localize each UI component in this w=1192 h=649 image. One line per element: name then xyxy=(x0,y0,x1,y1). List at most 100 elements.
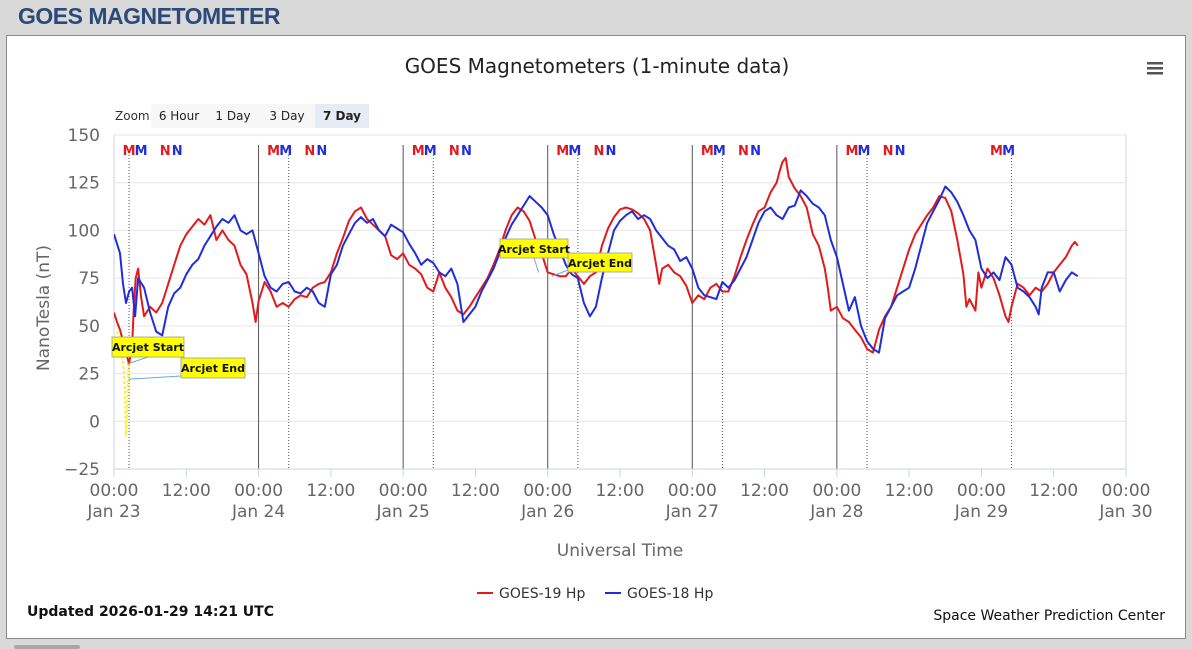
page-header: GOES MAGNETOMETER xyxy=(0,0,1192,35)
event-marker-n: N xyxy=(593,144,604,159)
chart-title: GOES Magnetometers (1-minute data) xyxy=(405,54,790,78)
annotation-label: Arcjet End xyxy=(568,257,632,270)
event-marker-m: M xyxy=(845,144,858,159)
series-line-goes-18-hp xyxy=(114,185,1079,354)
y-tick-label: −25 xyxy=(64,460,100,480)
annotation-connector xyxy=(551,269,569,277)
annotation-box xyxy=(111,336,185,358)
hamburger-menu-icon xyxy=(1147,62,1163,75)
zoom-button-1-day[interactable]: 1 Day xyxy=(207,104,259,128)
legend-label: GOES-19 Hp xyxy=(499,586,585,602)
zoom-button-bg xyxy=(259,104,315,128)
menu-button[interactable] xyxy=(1143,56,1167,78)
zoom-label: Zoom xyxy=(115,109,150,123)
x-tick-time-label: 12:00 xyxy=(740,481,789,501)
event-marker-m: M xyxy=(135,144,148,159)
plot-frame xyxy=(113,134,1127,470)
event-marker-m: M xyxy=(556,144,569,159)
x-tick-date-label: Jan 28 xyxy=(809,502,863,522)
bottom-strip xyxy=(0,639,1192,649)
event-marker-n: N xyxy=(449,144,460,159)
x-tick-time-label: 00:00 xyxy=(1102,481,1151,501)
annotation-arcjet-start: Arcjet Start xyxy=(111,336,185,365)
x-tick-date-label: Jan 29 xyxy=(954,502,1008,522)
x-tick-time-label: 00:00 xyxy=(379,481,428,501)
event-marker-m: M xyxy=(857,144,870,159)
event-marker-m: M xyxy=(123,144,136,159)
legend-item-goes-19-hp[interactable]: GOES-19 Hp xyxy=(477,586,585,602)
annotation-arcjet-end: Arcjet End xyxy=(128,357,246,380)
event-marker-n: N xyxy=(750,144,761,159)
x-tick-date-label: Jan 25 xyxy=(376,502,430,522)
event-marker-m: M xyxy=(424,144,437,159)
annotation-connector xyxy=(127,356,149,365)
legend-item-goes-18-hp[interactable]: GOES-18 Hp xyxy=(605,586,713,602)
event-marker-m: M xyxy=(990,144,1003,159)
annotation-box xyxy=(499,238,569,259)
event-marker-n: N xyxy=(316,144,327,159)
y-tick-label: 25 xyxy=(78,365,100,385)
y-axis-title: NanoTesla (nT) xyxy=(34,245,54,371)
y-tick-label: 150 xyxy=(68,126,100,146)
event-marker-m: M xyxy=(568,144,581,159)
zoom-button-label: 6 Hour xyxy=(159,109,199,123)
event-marker-n: N xyxy=(461,144,472,159)
zoom-button-label: 3 Day xyxy=(269,109,304,123)
x-tick-time-label: 12:00 xyxy=(162,481,211,501)
y-tick-label: 75 xyxy=(78,269,100,289)
horizontal-scrollbar[interactable] xyxy=(14,645,80,649)
x-tick-date-label: Jan 26 xyxy=(520,502,574,522)
annotation-connector xyxy=(533,257,540,273)
x-tick-time-label: 12:00 xyxy=(451,481,500,501)
zoom-bar: Zoom 6 Hour 1 Day 3 Day 7 Day xyxy=(115,104,369,128)
event-marker-n: N xyxy=(304,144,315,159)
annotation-connector xyxy=(128,375,182,380)
credit-text: Space Weather Prediction Center xyxy=(933,608,1165,624)
annotation-label: Arcjet Start xyxy=(498,243,570,256)
y-tick-label: 100 xyxy=(68,221,100,241)
annotation-box xyxy=(567,252,633,273)
x-tick-date-label: Jan 23 xyxy=(86,502,140,522)
event-marker-n: N xyxy=(895,144,906,159)
x-tick-time-label: 12:00 xyxy=(306,481,355,501)
zoom-button-label: 1 Day xyxy=(215,109,250,123)
x-tick-time-label: 00:00 xyxy=(234,481,283,501)
zoom-button-bg xyxy=(151,104,207,128)
x-tick-date-label: Jan 24 xyxy=(231,502,285,522)
annotation-arcjet-end: Arcjet End xyxy=(551,252,633,277)
event-marker-m: M xyxy=(412,144,425,159)
event-marker-n: N xyxy=(172,144,183,159)
x-tick-date-label: Jan 30 xyxy=(1098,502,1152,522)
reference-lines xyxy=(128,145,1013,469)
y-tick-label: 125 xyxy=(68,174,100,194)
zoom-button-7-day[interactable]: 7 Day xyxy=(315,104,369,128)
x-tick-time-label: 12:00 xyxy=(596,481,645,501)
zoom-button-6-hour[interactable]: 6 Hour xyxy=(151,104,207,128)
y-tick-label: 0 xyxy=(89,412,100,432)
annotation-box xyxy=(180,357,246,379)
updated-timestamp: Updated 2026-01-29 14:21 UTC xyxy=(27,604,274,620)
event-marker-m: M xyxy=(713,144,726,159)
page-title: GOES MAGNETOMETER xyxy=(18,3,281,29)
x-tick-time-label: 00:00 xyxy=(812,481,861,501)
arcjet-trace xyxy=(116,331,130,437)
event-marker-m: M xyxy=(279,144,292,159)
event-marker-n: N xyxy=(606,144,617,159)
zoom-button-bg xyxy=(315,104,369,128)
event-marker-m: M xyxy=(1002,144,1015,159)
event-marker-n: N xyxy=(160,144,171,159)
chart-panel: GOES Magnetometers (1-minute data) Zoom 6… xyxy=(6,35,1186,639)
event-marker-m: M xyxy=(701,144,714,159)
event-marker-n: N xyxy=(883,144,894,159)
x-tick-time-label: 12:00 xyxy=(1029,481,1078,501)
zoom-button-3-day[interactable]: 3 Day xyxy=(259,104,315,128)
x-tick-time-label: 00:00 xyxy=(90,481,139,501)
y-tick-label: 50 xyxy=(78,317,100,337)
x-tick-date-label: Jan 27 xyxy=(665,502,719,522)
x-tick-time-label: 00:00 xyxy=(668,481,717,501)
annotation-label: Arcjet End xyxy=(181,362,245,375)
event-marker-m: M xyxy=(267,144,280,159)
legend-label: GOES-18 Hp xyxy=(627,586,713,602)
